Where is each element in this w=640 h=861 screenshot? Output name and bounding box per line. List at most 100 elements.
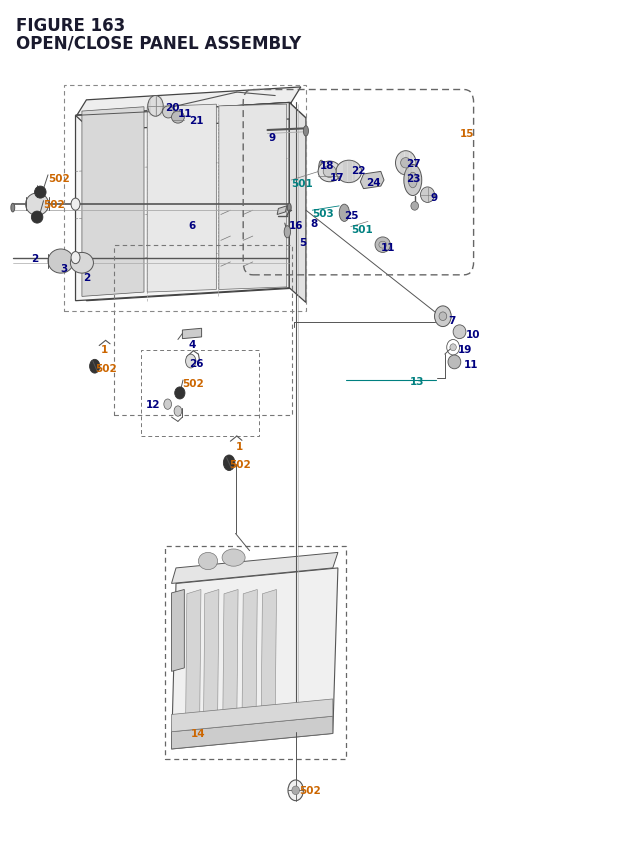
Text: 6: 6 — [189, 220, 196, 231]
Text: 23: 23 — [406, 174, 421, 184]
Text: 22: 22 — [351, 165, 365, 176]
Ellipse shape — [222, 549, 245, 567]
Polygon shape — [76, 103, 289, 301]
Polygon shape — [360, 172, 384, 189]
Text: 502: 502 — [182, 378, 204, 388]
Text: 8: 8 — [310, 219, 317, 229]
Text: 502: 502 — [300, 785, 321, 796]
Polygon shape — [172, 568, 338, 749]
Text: 7: 7 — [448, 315, 456, 325]
Ellipse shape — [411, 202, 419, 211]
Ellipse shape — [148, 96, 163, 117]
Text: 26: 26 — [189, 358, 204, 369]
Ellipse shape — [435, 307, 451, 327]
Polygon shape — [82, 108, 144, 297]
Polygon shape — [77, 103, 301, 301]
Text: 2: 2 — [31, 253, 38, 263]
Ellipse shape — [288, 780, 303, 801]
Text: 9: 9 — [430, 193, 437, 203]
Text: 25: 25 — [344, 210, 359, 220]
Ellipse shape — [31, 212, 43, 224]
Ellipse shape — [323, 166, 336, 178]
Text: 502: 502 — [95, 363, 116, 374]
Text: 11: 11 — [381, 243, 396, 253]
Text: 501: 501 — [291, 179, 313, 189]
Polygon shape — [204, 590, 219, 728]
Circle shape — [174, 406, 182, 417]
Ellipse shape — [404, 165, 422, 196]
Circle shape — [164, 400, 172, 410]
Ellipse shape — [26, 194, 49, 216]
Ellipse shape — [439, 313, 447, 321]
Ellipse shape — [198, 553, 218, 570]
Bar — [141, 350, 259, 437]
Ellipse shape — [223, 455, 235, 471]
Text: 9: 9 — [269, 133, 276, 143]
Polygon shape — [172, 716, 333, 749]
Polygon shape — [76, 103, 306, 132]
Ellipse shape — [90, 360, 100, 374]
Text: 18: 18 — [320, 160, 335, 170]
Polygon shape — [186, 590, 201, 728]
Polygon shape — [172, 553, 338, 584]
Ellipse shape — [287, 204, 291, 213]
Polygon shape — [261, 590, 276, 728]
Ellipse shape — [318, 162, 341, 183]
Ellipse shape — [450, 344, 456, 351]
Polygon shape — [147, 105, 216, 293]
Polygon shape — [172, 699, 333, 732]
Text: 11: 11 — [178, 108, 193, 119]
Text: 2: 2 — [83, 272, 90, 282]
Ellipse shape — [319, 161, 324, 175]
Ellipse shape — [284, 226, 291, 238]
Bar — [165, 546, 346, 759]
Polygon shape — [182, 329, 202, 339]
Ellipse shape — [420, 188, 435, 203]
Ellipse shape — [339, 205, 349, 222]
Ellipse shape — [163, 107, 174, 119]
Polygon shape — [172, 590, 184, 672]
Polygon shape — [289, 103, 306, 303]
Text: 13: 13 — [410, 376, 425, 387]
Text: 19: 19 — [458, 344, 472, 355]
Text: 14: 14 — [191, 728, 205, 739]
Ellipse shape — [11, 204, 15, 213]
Polygon shape — [77, 88, 301, 116]
Text: OPEN/CLOSE PANEL ASSEMBLY: OPEN/CLOSE PANEL ASSEMBLY — [16, 34, 301, 53]
Text: 24: 24 — [366, 177, 381, 188]
Text: 502: 502 — [229, 460, 251, 470]
Ellipse shape — [48, 250, 74, 274]
Ellipse shape — [35, 187, 46, 199]
Ellipse shape — [448, 356, 461, 369]
Bar — [114, 245, 292, 416]
Text: 15: 15 — [460, 128, 474, 139]
Polygon shape — [277, 207, 287, 215]
Polygon shape — [219, 105, 287, 290]
Text: 1: 1 — [101, 344, 108, 355]
Ellipse shape — [336, 161, 362, 183]
Text: 12: 12 — [146, 400, 161, 410]
Text: 20: 20 — [165, 102, 180, 113]
Text: 501: 501 — [351, 225, 372, 235]
Circle shape — [71, 252, 80, 264]
Text: 503: 503 — [312, 208, 334, 219]
Text: 5: 5 — [300, 238, 307, 248]
Text: 11: 11 — [464, 359, 479, 369]
Text: 21: 21 — [189, 115, 204, 126]
Ellipse shape — [303, 127, 308, 137]
Text: FIGURE 163: FIGURE 163 — [16, 17, 125, 35]
Text: 17: 17 — [330, 173, 344, 183]
Ellipse shape — [396, 152, 416, 176]
Ellipse shape — [175, 387, 185, 400]
Text: 502: 502 — [48, 174, 70, 184]
Text: 1: 1 — [236, 441, 243, 451]
Circle shape — [71, 199, 80, 211]
Ellipse shape — [292, 786, 300, 795]
Ellipse shape — [375, 238, 390, 253]
Ellipse shape — [172, 112, 184, 124]
Text: 27: 27 — [406, 158, 421, 169]
Polygon shape — [223, 590, 238, 728]
Ellipse shape — [401, 158, 411, 169]
Polygon shape — [242, 590, 257, 728]
Text: 502: 502 — [44, 200, 65, 210]
